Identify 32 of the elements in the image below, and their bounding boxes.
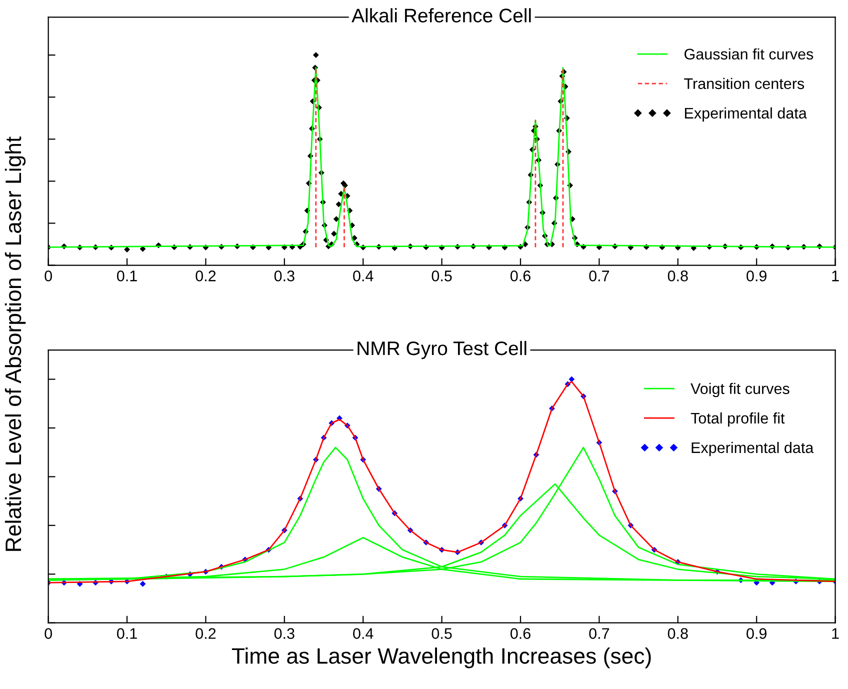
legend-label: Experimental data <box>692 442 814 456</box>
x-tick-label: 0.7 <box>589 270 610 282</box>
x-tick-label: 0.9 <box>746 628 766 639</box>
x-tick-label: 1 <box>832 628 839 639</box>
x-tick-label: 0.8 <box>668 270 688 282</box>
x-tick-label: 0 <box>44 628 52 639</box>
x-tick-label: 0.5 <box>432 628 452 639</box>
x-tick-label: 0.4 <box>353 628 374 639</box>
x-tick-label: 0.7 <box>589 628 610 639</box>
legend-label: Gaussian fit curves <box>684 48 814 60</box>
x-tick-label: 0.1 <box>117 628 137 639</box>
legend-label: Transition centers <box>684 78 804 90</box>
x-tick-label: 0.2 <box>196 628 216 639</box>
x-tick-label: 0.4 <box>353 270 374 282</box>
x-tick-label: 0.6 <box>510 628 530 639</box>
x-tick-label: 0.3 <box>274 628 294 639</box>
x-tick-label: 0.1 <box>117 270 137 282</box>
chart-title: Alkali Reference Cell <box>352 8 531 22</box>
legend-label: Voigt fit curves <box>690 382 790 398</box>
x-tick-label: 0.5 <box>432 270 452 282</box>
x-tick-label: 0.3 <box>274 270 294 282</box>
x-axis-title: Time as Laser Wavelength Increases (sec) <box>232 648 651 668</box>
x-tick-label: 0.2 <box>196 270 216 282</box>
legend-label: Total profile fit <box>690 412 785 427</box>
x-tick-label: 0.6 <box>510 270 530 282</box>
x-tick-label: 0.9 <box>746 270 766 282</box>
x-tick-label: 0.8 <box>668 628 688 639</box>
legend-label: Experimental data <box>685 107 807 122</box>
x-tick-label: 0 <box>44 270 52 282</box>
y-axis-title: Relative Level of Absorption of Laser Light <box>4 136 26 551</box>
x-tick-label: 1 <box>832 270 839 282</box>
chart-title: NMR Gyro Test Cell <box>358 340 526 360</box>
